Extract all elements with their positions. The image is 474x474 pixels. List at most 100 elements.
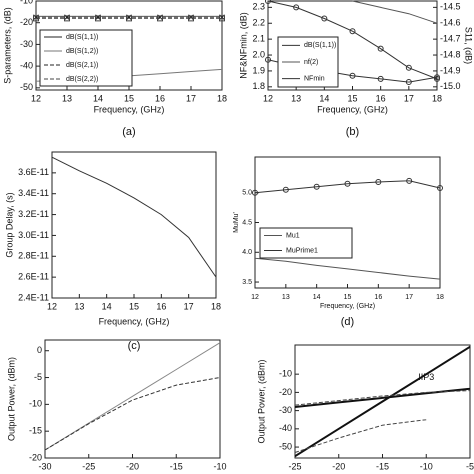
y2-tick-label: -14.9 [440,65,461,75]
x-tick-label: 16 [374,294,382,301]
x-tick-label: 12 [263,93,273,103]
y-axis-label: S-parameters, (dB) [2,7,12,84]
y-tick-label: 3.5 [242,279,252,286]
caption: (d) [341,316,354,328]
x-tick-label: 16 [376,93,386,103]
x-tick-label: 18 [436,294,444,301]
x-tick-label: 17 [184,301,194,311]
y-tick-label: 2.6E-11 [18,272,49,282]
x-tick-label: 16 [156,301,166,311]
x-tick-label: 15 [344,294,352,301]
y2-tick-label: -14.5 [440,2,461,12]
legend-label: dB(S(2,2)) [66,76,98,83]
y-tick-label: 3.2E-11 [18,209,49,219]
series-line [52,157,216,277]
marker [321,15,328,22]
marker [349,28,356,35]
y2-tick-label: -15.0 [440,81,461,91]
y-axis-label: Output Power, (dBm) [6,357,16,441]
y2-tick-label: -14.6 [440,18,461,28]
y-tick-label: 4.5 [242,219,252,226]
legend-label: Mu1 [286,232,300,239]
y-tick-label: -20 [279,387,292,397]
series-line [268,1,437,79]
legend-label: dB(S(1,1)) [66,34,98,41]
x-tick-label: 18 [432,93,442,103]
y-tick-label: -10 [29,399,42,409]
x-tick-label: 16 [155,93,165,103]
x-tick-label: 13 [282,294,290,301]
y-tick-label: 3.0E-11 [18,230,49,240]
x-tick-label: -5 [466,461,474,471]
marker [157,15,163,22]
legend-label: dB(S(1,1)) [304,42,336,49]
x-tick-label: 13 [62,93,72,103]
y-tick-label: -20 [20,17,33,27]
annotation: IIP3 [418,372,434,382]
x-axis-label: Frequency, (GHz) [317,104,388,114]
y-tick-label: 3.6E-11 [18,167,49,177]
x-tick-label: -30 [38,461,51,471]
marker [219,15,225,22]
series-line [295,420,426,453]
caption: (a) [122,126,135,138]
y-tick-label: 3.4E-11 [18,188,49,198]
marker [349,72,356,79]
y-tick-label: -20 [29,452,42,462]
y-axis-label: Output Power, (dBm) [256,359,266,443]
marker [344,180,351,187]
y2-axis-label: S11, (dB) [464,27,474,64]
y-tick-label: 1.9 [252,65,265,75]
x-tick-label: 17 [405,294,413,301]
x-tick-label: -10 [420,461,433,471]
legend-label: dB(S(2,1)) [66,62,98,69]
x-axis-label: Frequency, (GHz) [94,104,165,114]
marker [64,15,70,22]
marker [377,75,384,82]
x-axis-label: Frequency, (GHz) [99,316,170,326]
x-tick-label: -25 [82,461,95,471]
x-tick-label: -10 [213,461,226,471]
x-tick-label: 12 [31,93,41,103]
y-axis-label: MuMu' [233,212,240,233]
y-tick-label: -10 [20,0,33,5]
series-line [295,391,470,406]
marker [405,79,412,86]
legend-box [39,29,133,87]
marker [406,177,413,184]
y-axis-label: Group Delay, (s) [4,192,14,257]
y-tick-label: -10 [279,369,292,379]
series-line [295,347,470,456]
y-tick-label: 2.3 [252,2,265,12]
marker [293,4,300,11]
series-line [353,1,438,23]
x-tick-label: 12 [47,301,57,311]
x-tick-label: 15 [124,93,134,103]
y-tick-label: 2.4E-11 [18,292,49,302]
marker [313,183,320,190]
legend-label: MuPrime1 [286,247,318,254]
x-tick-label: 17 [404,93,414,103]
marker [33,15,39,22]
legend-box [259,227,353,259]
x-axis-label: Frequency, (GHz) [320,303,375,310]
y-tick-label: 2.8E-11 [18,251,49,261]
x-tick-label: 18 [211,301,221,311]
y-tick-label: -5 [34,372,42,382]
y-tick-label: 4.0 [242,249,252,256]
caption: (b) [346,126,359,138]
y2-tick-label: -14.8 [440,49,461,59]
x-tick-label: 12 [251,294,259,301]
series-line [45,378,220,451]
y-tick-label: 5.0 [242,190,252,197]
marker [437,184,443,191]
y-tick-label: -30 [279,405,292,415]
x-tick-label: -15 [376,461,389,471]
marker [282,186,289,193]
marker [405,64,412,71]
y-tick-label: 1.8 [252,81,265,91]
legend-label: nf(2) [304,59,318,66]
y-tick-label: -50 [20,82,33,92]
marker [377,45,384,52]
